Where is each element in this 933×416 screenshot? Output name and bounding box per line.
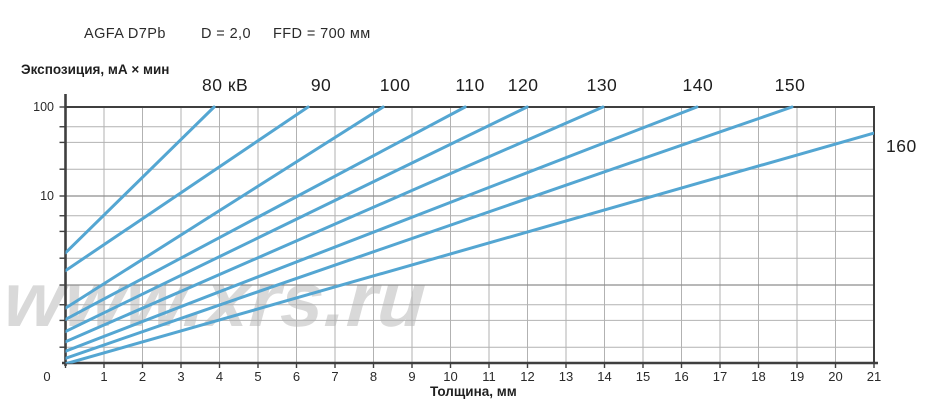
series-lines [65, 105, 874, 364]
x-tick-label: 18 [751, 369, 765, 384]
x-tick-label: 4 [216, 369, 223, 384]
x-tick-label: 3 [177, 369, 184, 384]
axis-ticks [59, 106, 875, 368]
x-tick-label: 2 [139, 369, 146, 384]
x-tick-label: 1 [100, 369, 107, 384]
kv-label-140: 140 [683, 75, 714, 95]
series-line-160kv [65, 131, 874, 364]
kv-label-110: 110 [455, 75, 484, 95]
x-tick-label: 19 [790, 369, 804, 384]
x-tick-label: 20 [828, 369, 842, 384]
kv-label-130: 130 [587, 75, 618, 95]
kv-label-100: 100 [380, 75, 411, 95]
kv-label-160: 160 [886, 136, 917, 156]
x-tick-label: 8 [370, 369, 377, 384]
kv-label-120: 120 [508, 75, 539, 95]
x-tick-label: 10 [443, 369, 457, 384]
kv-label-80: 80 кВ [202, 75, 248, 95]
plot-frame [64, 106, 875, 364]
y-tick-label: 100 [33, 100, 54, 114]
series-line-150kv [65, 105, 794, 360]
x-tick-label: 11 [482, 369, 496, 384]
chart-header: AGFA D7Pb D = 2,0 FFD = 700 мм [0, 26, 933, 46]
gridlines [65, 107, 874, 363]
x-tick-label: 13 [559, 369, 573, 384]
series-line-120kv [65, 105, 529, 334]
y-tick-label: 10 [40, 189, 54, 203]
x-tick-label: 9 [408, 369, 415, 384]
series-line-140kv [65, 105, 699, 353]
x-tick-label: 15 [636, 369, 650, 384]
series-line-130kv [65, 105, 605, 344]
series-line-100kv [65, 105, 385, 310]
x-tick-label: 21 [867, 369, 881, 384]
x-tick-label: 12 [520, 369, 534, 384]
y-axis-title: Экспозиция, мА × мин [21, 62, 170, 77]
kv-label-90: 90 [311, 75, 331, 95]
x-tick-label: 7 [331, 369, 338, 384]
kv-label-150: 150 [775, 75, 806, 95]
x-tick-label: 16 [674, 369, 688, 384]
film-name: AGFA D7Pb [84, 26, 166, 42]
series-line-90kv [65, 105, 310, 273]
x-tick-label: 5 [254, 369, 261, 384]
x-tick-label: 6 [293, 369, 300, 384]
x-tick-label: 17 [713, 369, 727, 384]
x-tick-label: 14 [597, 369, 611, 384]
ffd-value: FFD = 700 мм [273, 26, 371, 42]
x-tick-label: 0 [43, 369, 50, 384]
series-line-80kv [65, 105, 216, 255]
x-axis-title: Толщина, мм [430, 384, 517, 399]
series-line-110kv [65, 105, 467, 321]
density-value: D = 2,0 [201, 26, 251, 42]
